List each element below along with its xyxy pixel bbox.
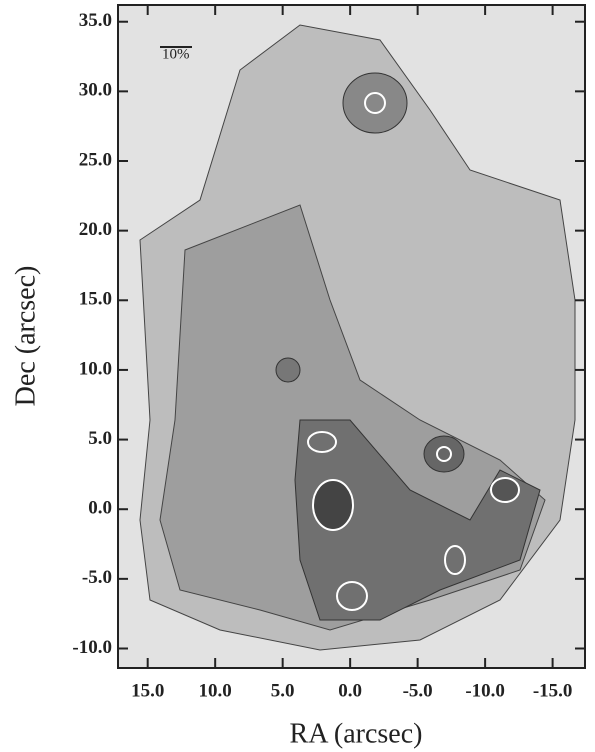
image: 10% xyxy=(118,5,585,668)
source xyxy=(342,72,408,134)
white-contour xyxy=(307,431,337,453)
source-core xyxy=(364,92,386,114)
y-tick-label: -10.0 xyxy=(72,637,112,658)
source xyxy=(312,479,354,531)
x-tick-label: 0.0 xyxy=(338,680,362,701)
x-tick-label: -10.0 xyxy=(465,680,505,701)
y-tick-label: 0.0 xyxy=(88,498,112,519)
y-tick-label: 25.0 xyxy=(79,149,112,170)
source-core xyxy=(436,446,452,462)
x-axis-title: RA (arcsec) xyxy=(290,718,423,749)
plot-frame xyxy=(117,4,586,669)
x-tick-label: 15.0 xyxy=(131,680,164,701)
core-contour xyxy=(294,419,541,621)
y-tick-label: 10.0 xyxy=(79,358,112,379)
annotation: 10% xyxy=(162,46,190,62)
x-tick-label: 10.0 xyxy=(199,680,232,701)
x-tick-label: -15.0 xyxy=(533,680,573,701)
source xyxy=(423,435,465,473)
y-tick-label: 15.0 xyxy=(79,289,112,310)
white-contour xyxy=(336,581,368,611)
y-axis-title: Dec (arcsec) xyxy=(10,266,41,407)
x-tick-label: 5.0 xyxy=(271,680,295,701)
white-contour xyxy=(444,545,466,575)
y-tick-label: 5.0 xyxy=(88,428,112,449)
source xyxy=(275,357,301,383)
y-tick-label: 20.0 xyxy=(79,219,112,240)
source xyxy=(490,477,520,503)
y-tick-label: 30.0 xyxy=(79,80,112,101)
y-tick-label: 35.0 xyxy=(79,10,112,31)
x-tick-label: -5.0 xyxy=(403,680,433,701)
y-tick-label: -5.0 xyxy=(82,567,112,588)
